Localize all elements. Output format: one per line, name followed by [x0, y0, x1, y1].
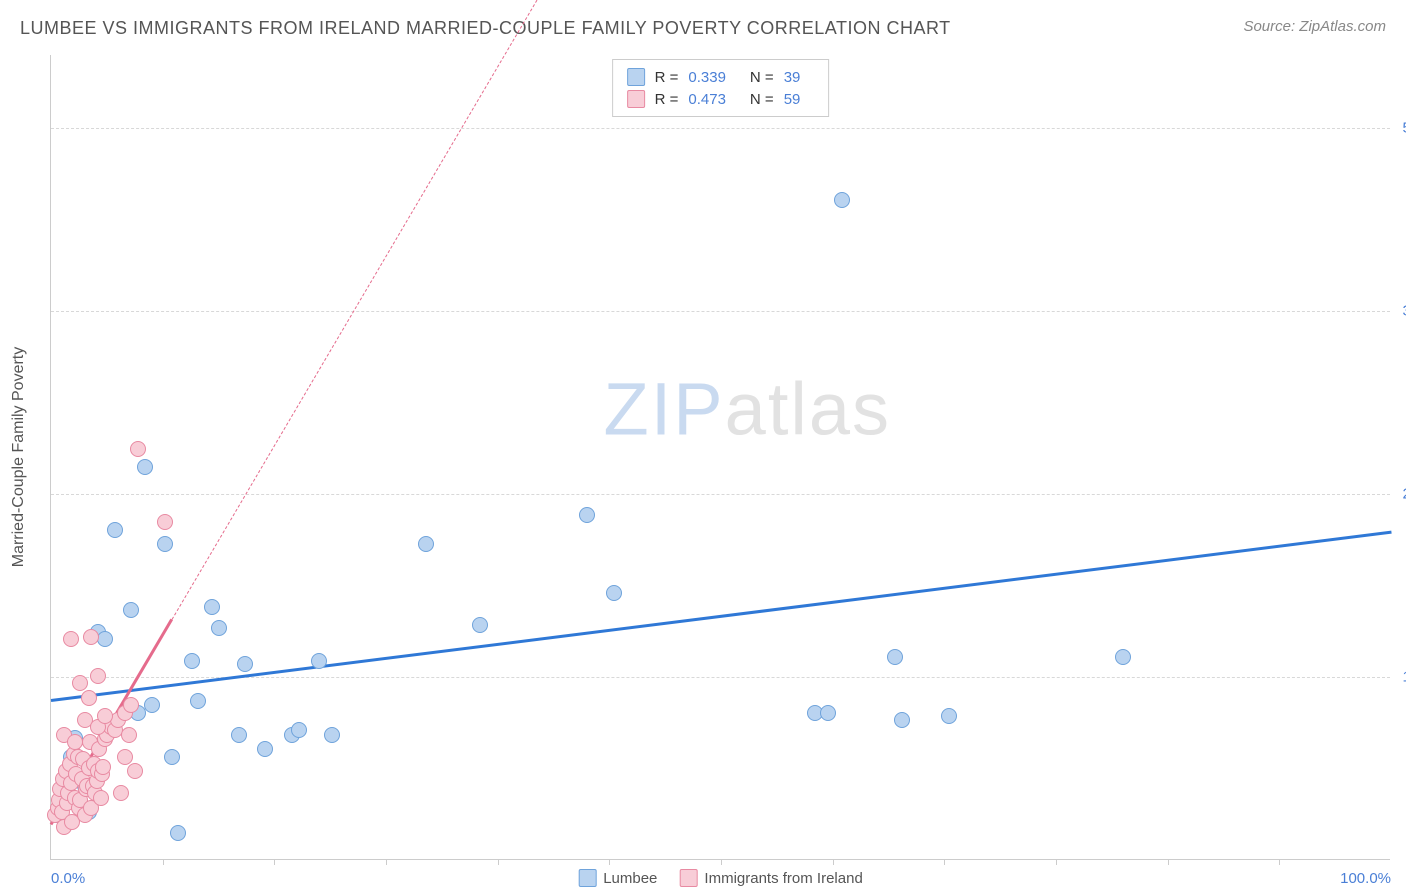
- data-point: [95, 759, 111, 775]
- data-point: [157, 514, 173, 530]
- x-tick: [1056, 859, 1057, 865]
- data-point: [63, 631, 79, 647]
- x-tick: [274, 859, 275, 865]
- legend-stat-row: R = 0.473 N = 59: [627, 88, 815, 110]
- data-point: [97, 708, 113, 724]
- data-point: [418, 536, 434, 552]
- data-point: [81, 690, 97, 706]
- gridline: [51, 494, 1390, 495]
- data-point: [834, 192, 850, 208]
- x-tick: [944, 859, 945, 865]
- y-tick-label: 25.0%: [1402, 486, 1406, 503]
- data-point: [157, 536, 173, 552]
- x-tick-label: 100.0%: [1340, 870, 1391, 887]
- legend-item: Immigrants from Ireland: [679, 869, 862, 887]
- data-point: [231, 727, 247, 743]
- data-point: [107, 522, 123, 538]
- y-tick-label: 12.5%: [1402, 669, 1406, 686]
- data-point: [113, 785, 129, 801]
- data-point: [93, 790, 109, 806]
- x-tick: [721, 859, 722, 865]
- legend-label: Lumbee: [603, 870, 657, 887]
- data-point: [123, 602, 139, 618]
- stat-r-label: R =: [655, 69, 679, 86]
- legend-series: Lumbee Immigrants from Ireland: [578, 869, 863, 887]
- x-tick-label: 0.0%: [51, 870, 85, 887]
- x-tick: [498, 859, 499, 865]
- scatter-chart: Married-Couple Family Poverty ZIPatlas R…: [50, 55, 1390, 860]
- legend-swatch: [627, 90, 645, 108]
- chart-title: LUMBEE VS IMMIGRANTS FROM IRELAND MARRIE…: [20, 18, 951, 39]
- data-point: [324, 727, 340, 743]
- y-tick-label: 37.5%: [1402, 303, 1406, 320]
- legend-item: Lumbee: [578, 869, 657, 887]
- data-point: [887, 649, 903, 665]
- stat-r-value: 0.339: [688, 69, 726, 86]
- watermark: ZIPatlas: [604, 366, 891, 451]
- data-point: [257, 741, 273, 757]
- data-point: [170, 825, 186, 841]
- data-point: [291, 722, 307, 738]
- x-tick: [163, 859, 164, 865]
- stat-r-label: R =: [655, 91, 679, 108]
- data-point: [184, 653, 200, 669]
- x-tick: [386, 859, 387, 865]
- data-point: [72, 675, 88, 691]
- data-point: [67, 734, 83, 750]
- gridline: [51, 311, 1390, 312]
- data-point: [606, 585, 622, 601]
- data-point: [121, 727, 137, 743]
- x-tick: [1168, 859, 1169, 865]
- watermark-zip: ZIP: [604, 367, 725, 450]
- stat-r-value: 0.473: [688, 91, 726, 108]
- trend-line: [171, 0, 547, 619]
- x-tick: [1279, 859, 1280, 865]
- gridline: [51, 128, 1390, 129]
- header: LUMBEE VS IMMIGRANTS FROM IRELAND MARRIE…: [0, 0, 1406, 49]
- source-attribution: Source: ZipAtlas.com: [1243, 18, 1386, 35]
- y-tick-label: 50.0%: [1402, 120, 1406, 137]
- x-tick: [833, 859, 834, 865]
- legend-stat-row: R = 0.339 N = 39: [627, 66, 815, 88]
- data-point: [204, 599, 220, 615]
- data-point: [579, 507, 595, 523]
- data-point: [1115, 649, 1131, 665]
- data-point: [123, 697, 139, 713]
- y-axis-title: Married-Couple Family Poverty: [10, 347, 28, 568]
- legend-stats: R = 0.339 N = 39 R = 0.473 N = 59: [612, 59, 830, 117]
- watermark-atlas: atlas: [725, 367, 891, 450]
- gridline: [51, 677, 1390, 678]
- legend-swatch: [679, 869, 697, 887]
- data-point: [130, 441, 146, 457]
- data-point: [894, 712, 910, 728]
- data-point: [90, 668, 106, 684]
- data-point: [237, 656, 253, 672]
- data-point: [820, 705, 836, 721]
- stat-n-value: 59: [784, 91, 801, 108]
- legend-swatch: [627, 68, 645, 86]
- legend-swatch: [578, 869, 596, 887]
- data-point: [144, 697, 160, 713]
- data-point: [190, 693, 206, 709]
- stat-n-label: N =: [750, 91, 774, 108]
- data-point: [127, 763, 143, 779]
- data-point: [83, 629, 99, 645]
- stat-n-label: N =: [750, 69, 774, 86]
- data-point: [117, 749, 133, 765]
- data-point: [311, 653, 327, 669]
- data-point: [472, 617, 488, 633]
- data-point: [164, 749, 180, 765]
- data-point: [211, 620, 227, 636]
- stat-n-value: 39: [784, 69, 801, 86]
- x-tick: [609, 859, 610, 865]
- data-point: [941, 708, 957, 724]
- data-point: [137, 459, 153, 475]
- legend-label: Immigrants from Ireland: [704, 870, 862, 887]
